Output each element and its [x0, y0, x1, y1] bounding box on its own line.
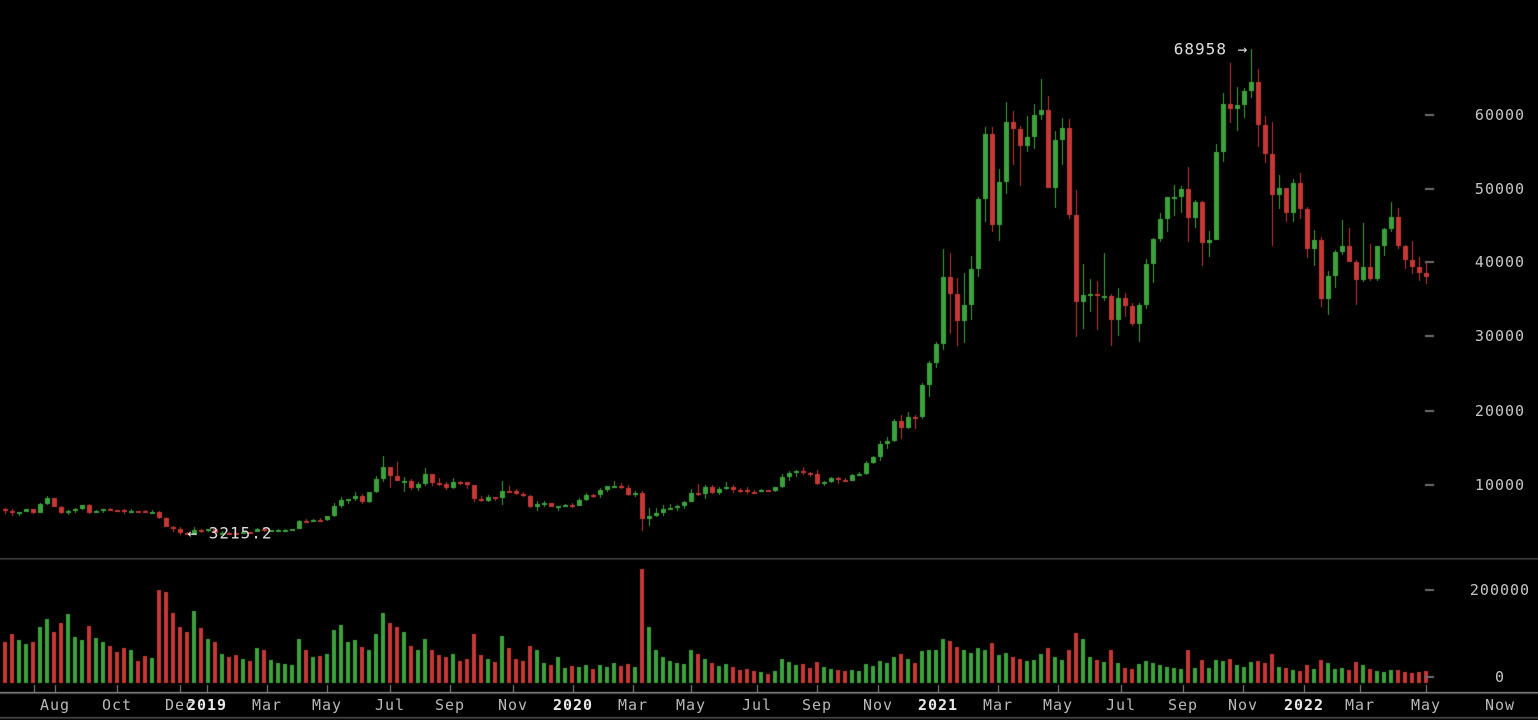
x-axis-month-label: Mar — [617, 696, 649, 714]
x-axis-month-label: Dec — [164, 696, 196, 714]
x-axis-month-label: Nov — [1227, 696, 1259, 714]
price-tick-label: 40000 — [1474, 253, 1526, 271]
x-axis-month-label: Sep — [1167, 696, 1199, 714]
x-axis-month-label: May — [311, 696, 343, 714]
cycle-low-annotation: ← 3215.2 — [187, 523, 273, 543]
x-axis-month-label: May — [675, 696, 707, 714]
x-axis-month-label: Sep — [434, 696, 466, 714]
x-axis-month-label: Mar — [251, 696, 283, 714]
x-axis-year-label: 2022 — [1283, 696, 1325, 714]
price-tick-label: 20000 — [1474, 402, 1526, 420]
x-axis-month-label: Nov — [862, 696, 894, 714]
price-tick-label: 30000 — [1474, 327, 1526, 345]
volume-tick-label: 200000 — [1469, 581, 1531, 599]
x-axis-month-label: Jul — [374, 696, 406, 714]
price-tick-label: 60000 — [1474, 106, 1526, 124]
volume-tick-label: 0 — [1494, 668, 1506, 686]
x-axis-month-label: Sep — [801, 696, 833, 714]
all-time-high-annotation: 68958 → — [1173, 39, 1249, 59]
price-tick-label: 10000 — [1474, 476, 1526, 494]
x-axis-month-label: Mar — [1344, 696, 1376, 714]
x-axis-month-label: May — [1410, 696, 1442, 714]
x-axis-month-label: Aug — [39, 696, 71, 714]
x-axis-month-label: Now — [1484, 696, 1516, 714]
x-axis-year-label: 2020 — [552, 696, 594, 714]
x-axis-month-label: Mar — [982, 696, 1014, 714]
x-axis-month-label: Nov — [497, 696, 529, 714]
x-axis-year-label: 2021 — [917, 696, 959, 714]
x-axis-month-label: Oct — [101, 696, 133, 714]
price-tick-label: 50000 — [1474, 180, 1526, 198]
x-axis-month-label: Jul — [741, 696, 773, 714]
x-axis-month-label: May — [1042, 696, 1074, 714]
x-axis-year-label: 2019 — [186, 696, 228, 714]
x-axis-month-label: Jul — [1105, 696, 1137, 714]
